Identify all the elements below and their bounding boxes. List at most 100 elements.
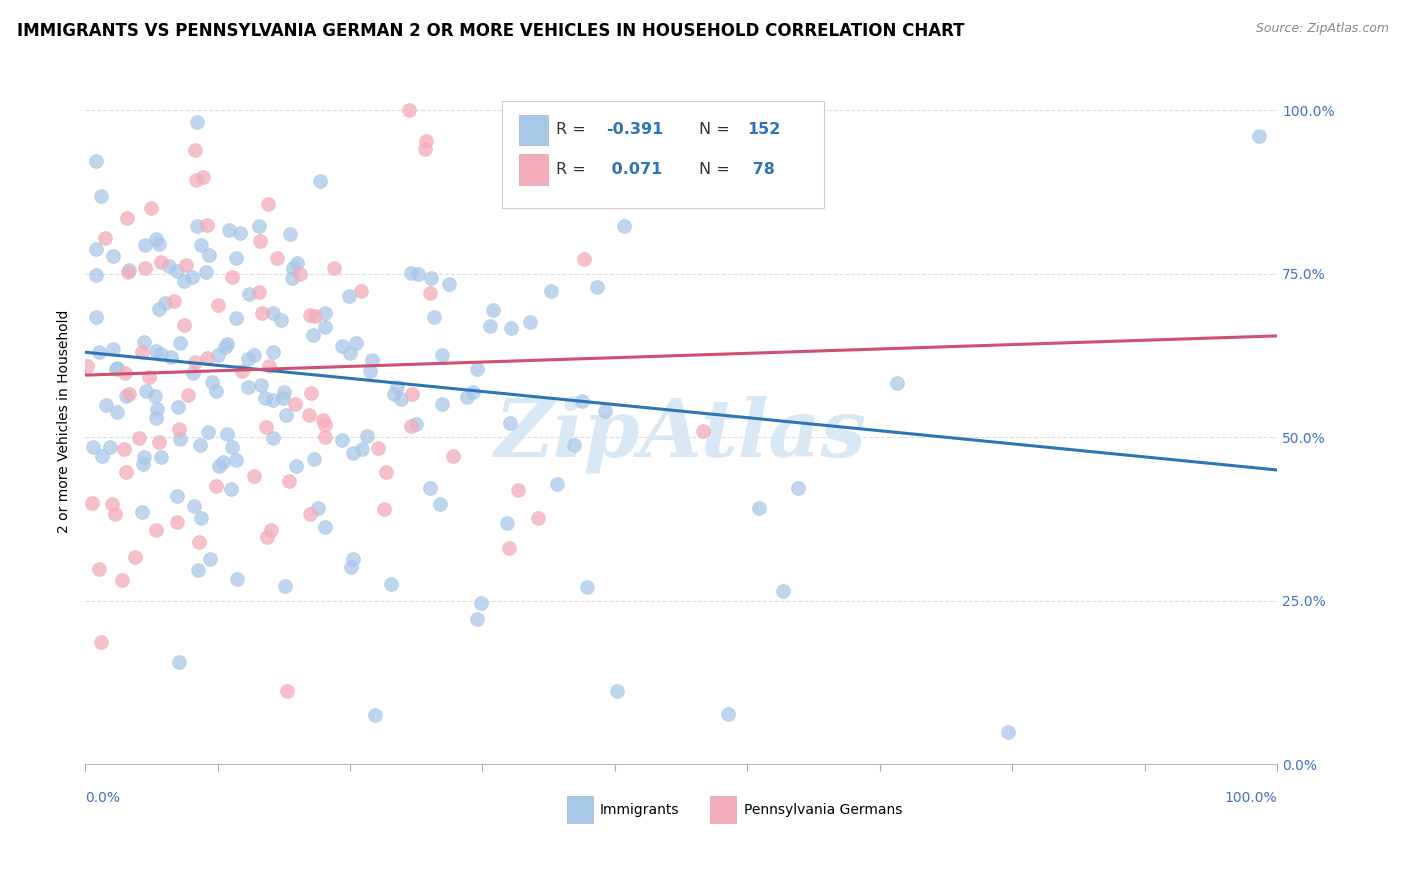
Point (132, 457, 155, 471)
Point (997, 724, 1019, 739)
Point (229, 226, 252, 240)
Point (205, 384, 228, 398)
Point (104, 508, 127, 522)
Point (273, 385, 295, 400)
Point (91, 449, 114, 463)
Point (572, 252, 595, 266)
Point (339, 346, 361, 360)
Point (399, 266, 422, 280)
Point (112, 442, 135, 456)
Point (188, 437, 211, 451)
Point (337, 289, 360, 303)
Point (419, 286, 441, 301)
Point (314, 305, 336, 319)
Point (117, 211, 139, 226)
Point (330, 339, 353, 353)
Point (157, 259, 180, 273)
Point (302, 452, 325, 467)
Point (298, 507, 321, 521)
Text: N =: N = (699, 162, 735, 177)
Point (586, 280, 609, 294)
Point (314, 430, 336, 444)
Point (215, 336, 238, 351)
Point (398, 103, 420, 117)
Point (149, 450, 172, 464)
Point (148, 434, 170, 449)
Text: Immigrants: Immigrants (600, 803, 679, 817)
Point (134, 260, 156, 275)
Point (256, 530, 278, 544)
Point (134, 238, 156, 252)
Point (249, 235, 271, 249)
Point (274, 408, 297, 422)
Point (420, 271, 443, 285)
Point (84, 268, 107, 283)
Point (257, 197, 280, 211)
Point (342, 552, 364, 566)
Point (163, 294, 186, 309)
Point (350, 442, 373, 457)
FancyBboxPatch shape (502, 102, 824, 208)
Point (278, 474, 301, 488)
Point (87, 562, 110, 576)
Point (367, 441, 389, 455)
Point (153, 295, 176, 310)
Point (571, 394, 593, 409)
Point (283, 261, 305, 276)
Point (373, 501, 395, 516)
Point (195, 351, 218, 366)
Point (299, 385, 322, 400)
Point (323, 261, 346, 276)
Point (299, 309, 322, 323)
Point (187, 563, 209, 577)
Point (166, 489, 188, 503)
Point (186, 114, 208, 128)
Point (169, 336, 191, 351)
Point (195, 265, 218, 279)
Point (166, 400, 188, 414)
Point (197, 425, 219, 439)
Point (270, 313, 292, 327)
Point (359, 364, 381, 378)
Point (508, 483, 530, 498)
FancyBboxPatch shape (710, 796, 735, 823)
Point (131, 505, 153, 519)
Text: 0.071: 0.071 (606, 162, 662, 177)
Point (207, 348, 229, 362)
Point (238, 287, 260, 301)
Point (186, 219, 208, 233)
Point (173, 318, 195, 332)
Point (593, 404, 616, 418)
Point (215, 427, 238, 442)
Point (432, 347, 454, 361)
Point (285, 256, 308, 270)
Text: -0.391: -0.391 (606, 122, 664, 137)
Point (342, 446, 364, 460)
Text: ZipAtlas: ZipAtlas (495, 396, 868, 474)
Point (76, 359, 98, 374)
Point (184, 144, 207, 158)
Point (465, 612, 488, 626)
Point (80, 496, 103, 510)
FancyBboxPatch shape (519, 154, 548, 185)
Point (340, 560, 363, 574)
Point (94, 398, 117, 412)
Point (439, 277, 461, 291)
Point (419, 482, 441, 496)
Point (134, 335, 156, 350)
Point (84, 310, 107, 324)
Point (266, 251, 288, 265)
Point (225, 310, 247, 325)
Point (284, 396, 307, 410)
Point (118, 387, 141, 401)
Point (104, 361, 127, 376)
Point (221, 269, 243, 284)
Point (124, 550, 146, 565)
Point (470, 596, 492, 610)
Point (262, 431, 284, 445)
Point (307, 501, 329, 516)
Point (262, 392, 284, 407)
Point (361, 353, 384, 368)
Point (145, 402, 167, 417)
Point (496, 516, 519, 531)
